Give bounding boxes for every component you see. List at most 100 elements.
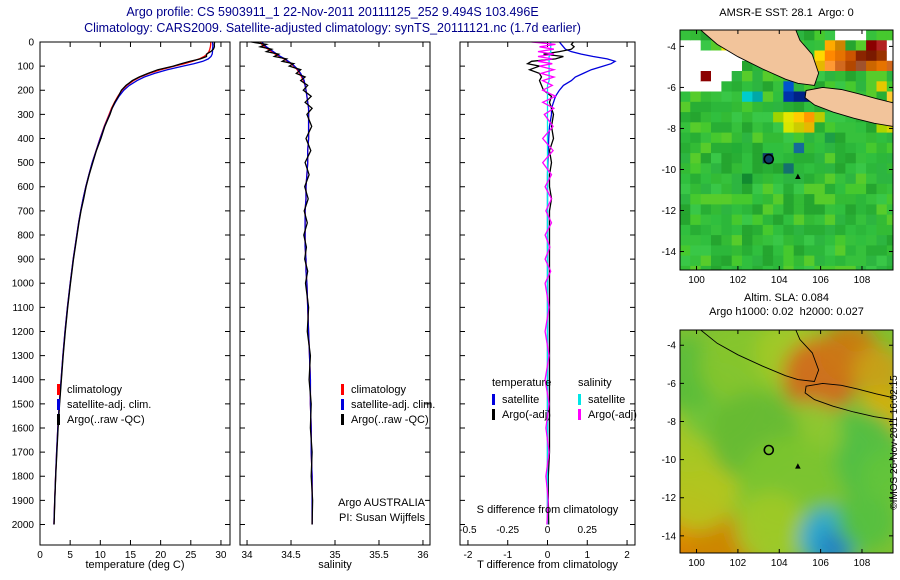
legend-label: Argo(..raw -QC) (351, 413, 429, 426)
svg-text:25: 25 (185, 550, 197, 561)
svg-text:-6: -6 (667, 379, 676, 390)
svg-text:108: 108 (854, 558, 871, 569)
legend-item: climatology (57, 382, 151, 397)
difference-profile-argo-adj--line (531, 41, 558, 525)
salinity-profile: 34 34.5 35 35.5 36 (239, 41, 431, 561)
svg-text:-0.25: -0.25 (496, 525, 519, 536)
svg-text:35.5: 35.5 (369, 550, 389, 561)
svg-text:1000: 1000 (12, 279, 35, 290)
legend-swatch (578, 409, 581, 420)
svg-text:100: 100 (17, 62, 34, 73)
sla-map-subtitle: Argo h1000: 0.02 h2000: 0.027 (709, 306, 864, 318)
svg-text:-10: -10 (662, 455, 677, 466)
legend-item: satellite-adj. clim. (341, 397, 435, 412)
svg-text:10: 10 (95, 550, 107, 561)
svg-text:-14: -14 (662, 531, 677, 542)
t-difference-axis-title: T difference from climatology (477, 559, 618, 571)
svg-text:400: 400 (17, 134, 34, 145)
title-line-2: Climatology: CARS2009. Satellite-adjuste… (84, 21, 581, 35)
legend-item: satellite (492, 392, 551, 407)
salinity-axis-title: salinity (318, 559, 352, 571)
legend-swatch (341, 414, 344, 425)
temperature-profile-climatology-line (53, 42, 212, 525)
svg-text:-0.5: -0.5 (459, 525, 477, 536)
java-landmass (804, 86, 893, 127)
secondary-position-marker (795, 173, 801, 179)
legend-swatch (57, 384, 60, 395)
legend-label: Argo(-adj) (502, 408, 551, 421)
svg-text:0: 0 (37, 550, 43, 561)
temperature-legend: climatology satellite-adj. clim. Argo(..… (57, 382, 151, 427)
legend-item: satellite (578, 392, 637, 407)
salinity-profile-satellite-adj-clim--line (261, 41, 313, 525)
svg-text:-4: -4 (667, 42, 676, 53)
sst-map: 100 102 104 106 108 -4 -6 -8 -10 -12 -14 (662, 29, 894, 286)
svg-text:2000: 2000 (12, 520, 35, 531)
sumatra-landmass (700, 30, 820, 86)
legend-swatch (578, 394, 581, 405)
legend-label: satellite-adj. clim. (351, 398, 436, 411)
s-difference-axis-label: S difference from climatology (476, 504, 619, 516)
svg-text:-12: -12 (662, 206, 677, 217)
svg-text:-1: -1 (503, 550, 512, 561)
difference-profile-satellite-line (546, 41, 617, 525)
svg-text:-6: -6 (667, 83, 676, 94)
svg-text:600: 600 (17, 182, 34, 193)
svg-text:0: 0 (545, 525, 551, 536)
temperature-profile-satellite-adj-clim--line (53, 41, 214, 525)
title-line-1: Argo profile: CS 5903911_1 22-Nov-2011 2… (126, 5, 539, 19)
svg-text:900: 900 (17, 255, 34, 266)
svg-text:30: 30 (215, 550, 227, 561)
svg-text:102: 102 (730, 558, 747, 569)
secondary-position-marker (795, 463, 801, 469)
legend-item: Argo(..raw -QC) (341, 412, 435, 427)
legend-item: Argo(..raw -QC) (57, 412, 151, 427)
legend-swatch (492, 409, 495, 420)
svg-text:1300: 1300 (12, 351, 35, 362)
svg-text:-12: -12 (662, 493, 677, 504)
svg-text:0.25: 0.25 (578, 525, 598, 536)
svg-text:-14: -14 (662, 247, 677, 258)
svg-text:108: 108 (854, 275, 871, 286)
svg-text:2: 2 (624, 550, 630, 561)
argo-position-marker (763, 444, 775, 456)
legend-label: satellite (588, 393, 626, 406)
svg-text:700: 700 (17, 206, 34, 217)
svg-text:1500: 1500 (12, 399, 35, 410)
svg-text:0: 0 (545, 550, 551, 561)
java-coastline (804, 382, 893, 421)
copyright-stamp: ©IMOS 26-Nov-2011 16:02:15 (889, 375, 900, 510)
legend-group-title: salinity (578, 377, 612, 389)
legend-item: climatology (341, 382, 435, 397)
temperature-profile: 0 5 10 15 20 25 300100200300400500600700800900… (12, 38, 231, 561)
svg-text:1800: 1800 (12, 472, 35, 483)
svg-text:104: 104 (771, 558, 788, 569)
sst-map-title: AMSR-E SST: 28.1 Argo: 0 (719, 7, 854, 19)
svg-text:1400: 1400 (12, 375, 35, 386)
legend-item: Argo(-adj) (578, 407, 637, 422)
svg-text:5: 5 (67, 550, 73, 561)
salinity-profile-climatology-line (259, 41, 313, 525)
svg-text:-8: -8 (667, 417, 676, 428)
svg-text:-8: -8 (667, 124, 676, 135)
legend-label: Argo(-adj) (588, 408, 637, 421)
legend-swatch (341, 384, 344, 395)
svg-text:1900: 1900 (12, 496, 35, 507)
legend-label: satellite (502, 393, 540, 406)
legend-label: satellite-adj. clim. (67, 398, 152, 411)
svg-text:36: 36 (417, 550, 429, 561)
legend-item: Argo(-adj) (492, 407, 551, 422)
legend-swatch (57, 399, 60, 410)
salinity-legend: climatology satellite-adj. clim. Argo(..… (341, 382, 435, 427)
pi-label: PI: Susan Wijffels (339, 512, 425, 524)
svg-text:100: 100 (688, 275, 705, 286)
legend-label: climatology (351, 383, 407, 396)
svg-text:0: 0 (28, 38, 34, 49)
svg-text:1600: 1600 (12, 423, 35, 434)
sumatra-coastline (699, 330, 820, 382)
svg-text:-2: -2 (464, 550, 473, 561)
svg-text:200: 200 (17, 86, 34, 97)
svg-text:-10: -10 (662, 165, 677, 176)
